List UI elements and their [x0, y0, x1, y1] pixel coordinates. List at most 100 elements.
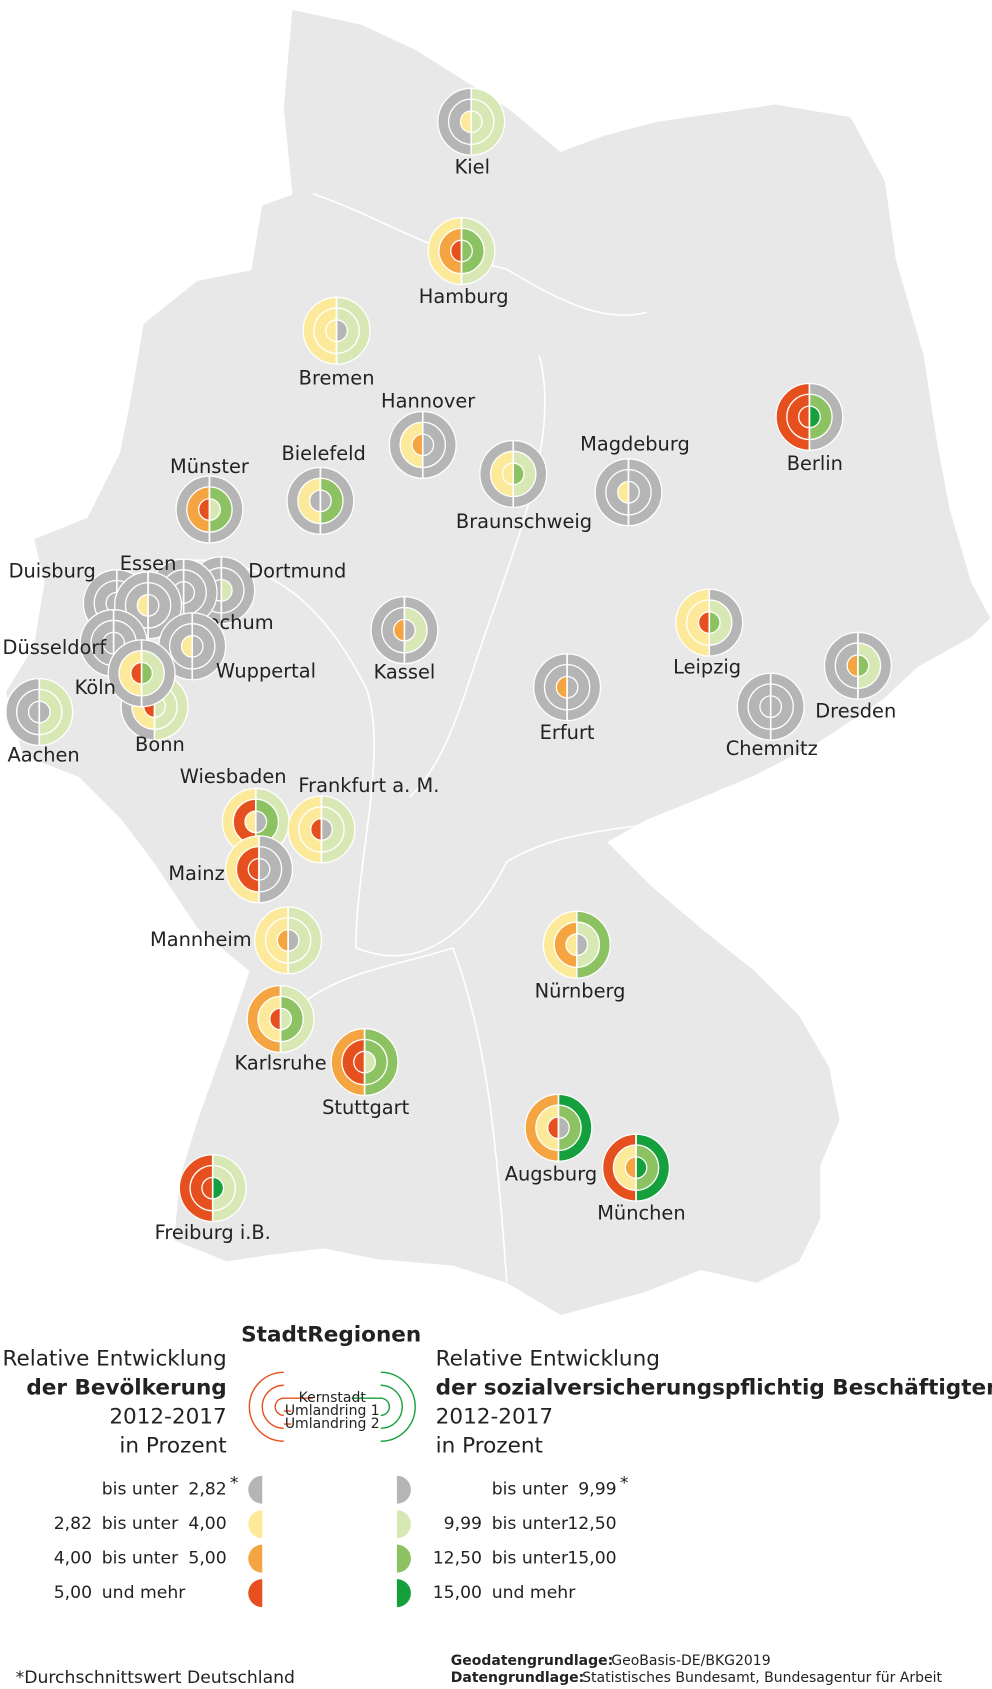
city-symbol — [388, 410, 457, 479]
population-ring — [555, 675, 568, 699]
city-label: Wiesbaden — [180, 765, 287, 788]
employment-ring — [182, 581, 195, 604]
footnote-marker: * — [230, 1473, 239, 1493]
city-symbol — [542, 910, 611, 979]
germany-outline — [3, 7, 992, 1318]
legend-title: StadtRegionen — [241, 1323, 421, 1348]
city-label: Frankfurt a. M. — [298, 774, 439, 797]
city-symbol — [246, 984, 315, 1054]
city-label: Freiburg i.B. — [155, 1221, 271, 1244]
population-ring — [353, 1050, 366, 1074]
employment-ring — [287, 928, 300, 952]
footnote-marker: * — [620, 1473, 629, 1493]
employment-ring — [38, 700, 51, 724]
legend-swatch — [248, 1475, 263, 1504]
employment-ring — [635, 1156, 648, 1180]
city-label: Berlin — [787, 452, 843, 475]
population-ring — [180, 634, 193, 658]
city-symbol — [533, 653, 602, 722]
city-label: Erfurt — [540, 721, 595, 744]
employment-ring — [220, 578, 233, 602]
city-label: Augsburg — [505, 1163, 597, 1186]
employment-ring — [808, 405, 821, 429]
employment-ring — [319, 489, 332, 513]
population-ring — [27, 700, 40, 724]
population-ring — [269, 1007, 282, 1031]
city-label: Karlsruhe — [234, 1052, 326, 1075]
city-symbol — [5, 677, 74, 747]
employment-ring — [770, 695, 783, 719]
employment-ring — [212, 1176, 225, 1200]
population-ring — [244, 810, 257, 834]
legend-class-label: bis unter — [102, 1514, 179, 1534]
city-label: Bonn — [135, 733, 185, 756]
city-label: Chemnitz — [726, 737, 818, 760]
city-symbol — [437, 87, 506, 156]
legend-class-label: 15,00 — [433, 1583, 482, 1603]
city-label: Hannover — [381, 389, 475, 412]
city-symbol — [254, 906, 323, 975]
population-ring — [459, 110, 472, 134]
ring-label: Umlandring 2 — [285, 1416, 380, 1432]
legend-swatch — [396, 1510, 411, 1539]
employment-ring — [140, 661, 153, 685]
city-label: Duisburg — [9, 559, 96, 582]
population-ring — [309, 489, 322, 513]
city-symbol — [330, 1028, 399, 1097]
employment-ring — [335, 319, 348, 343]
legend-swatch — [248, 1510, 263, 1539]
legend-class-label: 2,82 — [54, 1514, 92, 1534]
city-symbol — [107, 639, 176, 708]
employment-ring — [320, 818, 333, 841]
population-ring — [798, 405, 811, 429]
legend-class-label: 4,00 — [54, 1549, 92, 1569]
legend-heading: in Prozent — [436, 1434, 543, 1459]
city-symbol — [479, 439, 548, 508]
legend-class-label: 5,00 — [188, 1549, 226, 1569]
employment-ring — [403, 618, 416, 642]
legend-class-label: bis unter — [102, 1549, 179, 1569]
legend-class-label: 12,50 — [567, 1514, 616, 1534]
source-label: Datengrundlage: — [451, 1670, 584, 1686]
legend-heading: Relative Entwicklung — [436, 1346, 660, 1371]
source-label: Geodatengrundlage: — [451, 1653, 613, 1669]
city-label: Kiel — [455, 156, 490, 179]
city-symbol — [175, 475, 244, 544]
city-symbol — [286, 466, 355, 535]
city-symbol — [178, 1154, 247, 1223]
population-ring — [201, 1176, 214, 1200]
city-symbol — [594, 458, 663, 527]
employment-ring — [422, 433, 435, 457]
city-label: Düsseldorf — [3, 636, 108, 659]
legend-class-label: 15,00 — [567, 1549, 616, 1569]
legend-heading: der sozialversicherungspflichtig Beschäf… — [436, 1375, 992, 1400]
employment-ring — [470, 110, 483, 134]
city-label: Leipzig — [673, 655, 741, 678]
city-symbol — [675, 588, 744, 657]
legend-class-label: 9,99 — [444, 1514, 482, 1534]
source-text: GeoBasis-DE/BKG2019 — [611, 1653, 770, 1669]
legend-heading: in Prozent — [119, 1434, 226, 1459]
population-ring — [565, 933, 578, 957]
legend-class-label: bis unter — [102, 1480, 179, 1500]
population-ring — [310, 818, 323, 841]
legend-class-label: und mehr — [492, 1583, 577, 1603]
ring-label: Kernstadt — [299, 1390, 367, 1406]
ring-label: Umlandring 1 — [285, 1403, 380, 1419]
legend-swatch — [248, 1544, 263, 1573]
legend-heading: 2012-2017 — [436, 1405, 553, 1430]
city-symbol — [775, 382, 844, 451]
city-label: Hamburg — [419, 285, 509, 308]
population-ring — [102, 631, 115, 655]
legend-class-label: und mehr — [102, 1583, 187, 1603]
city-symbol — [524, 1093, 593, 1162]
employment-ring — [576, 933, 589, 957]
employment-ring — [557, 1116, 570, 1140]
city-symbol — [823, 631, 892, 700]
employment-ring — [627, 480, 640, 504]
state-borders — [194, 193, 691, 1282]
legend-class-label: bis unter — [492, 1480, 569, 1500]
legend-swatch — [396, 1579, 411, 1608]
legend-class-label: 5,00 — [54, 1583, 92, 1603]
